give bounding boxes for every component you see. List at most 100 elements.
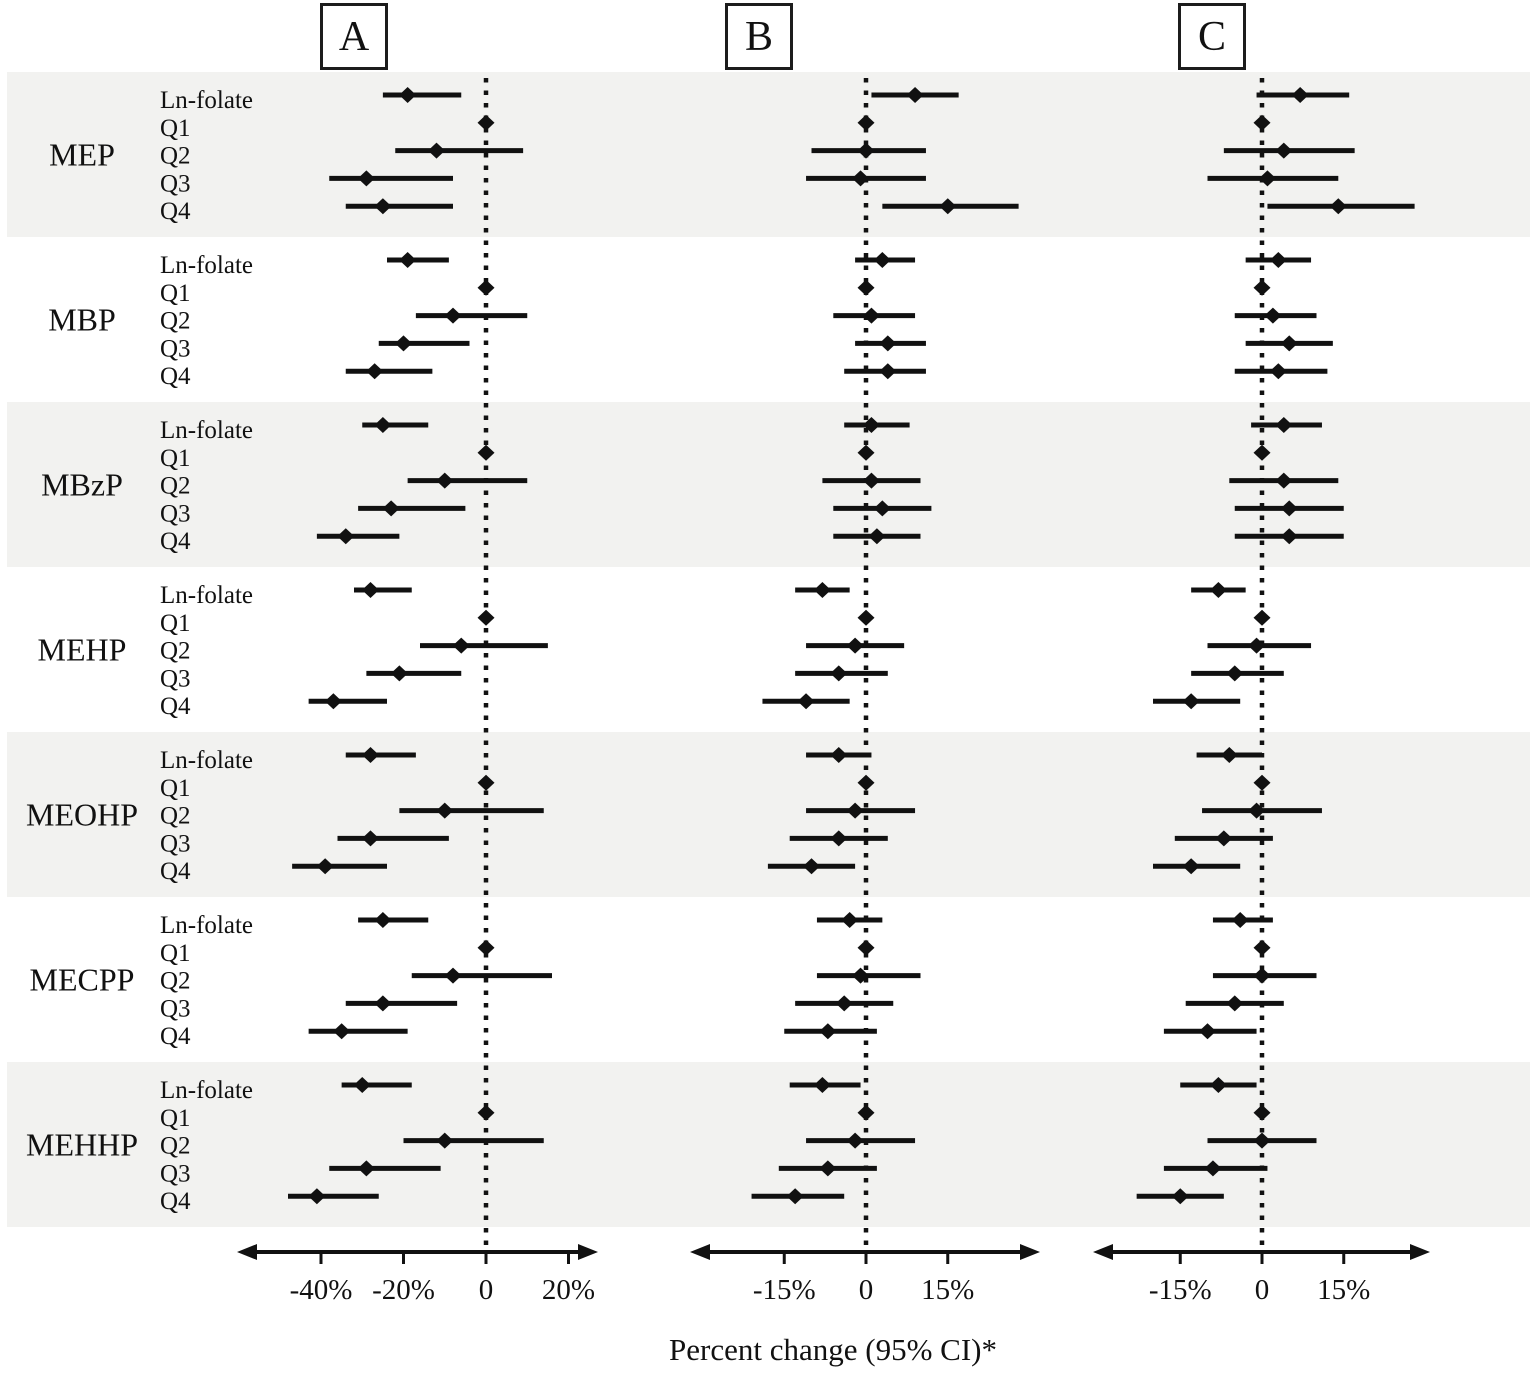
section-band-mep: [7, 72, 1530, 237]
point-marker: [374, 912, 392, 928]
row-label: Q2: [160, 308, 191, 335]
row-label: Q4: [160, 363, 191, 390]
point-marker: [444, 307, 462, 324]
point-marker: [362, 830, 379, 847]
axis-title: Percent change (95% CI)*: [669, 1332, 997, 1367]
point-marker: [362, 582, 379, 598]
point-marker: [1171, 1188, 1189, 1205]
point-marker: [879, 335, 897, 352]
point-marker: [444, 967, 462, 984]
panel-box-a: A: [320, 3, 388, 70]
point-marker: [830, 665, 848, 682]
point-marker: [1226, 995, 1244, 1012]
point-marker: [857, 774, 875, 791]
point-marker: [1253, 1132, 1271, 1149]
point-marker: [846, 802, 864, 819]
point-marker: [1280, 500, 1298, 517]
panel-box-b: B: [725, 3, 793, 70]
point-marker: [1253, 1104, 1271, 1121]
point-marker: [803, 858, 820, 875]
point-marker: [477, 444, 495, 461]
point-marker: [862, 417, 880, 433]
point-marker: [1248, 802, 1266, 819]
row-label: Q3: [160, 1160, 191, 1187]
point-marker: [399, 87, 417, 103]
row-label: Q1: [160, 445, 191, 472]
axis-arrow-left: [237, 1244, 257, 1260]
axis-tick-label: -20%: [372, 1274, 435, 1306]
row-label: Q1: [160, 775, 191, 802]
panel-box-c: C: [1178, 3, 1246, 70]
row-label: Ln-folate: [160, 912, 253, 939]
row-label: Q1: [160, 1105, 191, 1132]
point-marker: [852, 170, 870, 187]
point-marker: [1209, 1077, 1227, 1093]
row-label: Q4: [160, 528, 191, 555]
section-label-mehhp: MEHHP: [26, 1127, 138, 1163]
point-marker: [1215, 830, 1233, 847]
row-label: Q2: [160, 968, 191, 995]
row-label: Ln-folate: [160, 1077, 253, 1104]
point-marker: [1253, 114, 1271, 131]
point-marker: [786, 1188, 804, 1205]
point-marker: [813, 582, 831, 598]
axis-tick-label: -15%: [1149, 1274, 1212, 1306]
point-marker: [428, 142, 445, 159]
axis-tick-label: 0: [859, 1274, 874, 1306]
point-marker: [1209, 582, 1227, 598]
point-marker: [477, 609, 495, 626]
row-label: Q3: [160, 500, 191, 527]
point-marker: [797, 693, 815, 710]
point-marker: [857, 609, 875, 626]
axis-tick-label: -15%: [753, 1274, 816, 1306]
row-label: Q3: [160, 335, 191, 362]
point-marker: [830, 830, 848, 847]
point-marker: [1199, 1023, 1216, 1040]
point-marker: [857, 1104, 875, 1121]
point-marker: [1182, 858, 1200, 875]
point-marker: [1269, 252, 1287, 268]
axis-tick-label: 0: [1255, 1274, 1270, 1306]
row-label: Q4: [160, 1188, 191, 1215]
row-label: Q3: [160, 665, 191, 692]
row-label: Ln-folate: [160, 582, 253, 609]
row-label: Q4: [160, 858, 191, 885]
point-marker: [857, 142, 875, 159]
point-marker: [1329, 198, 1347, 215]
point-marker: [477, 279, 495, 296]
point-marker: [862, 472, 880, 489]
point-marker: [1269, 363, 1287, 380]
point-marker: [390, 665, 408, 682]
axis-arrow-right: [578, 1244, 598, 1260]
point-marker: [857, 279, 875, 296]
point-marker: [1220, 747, 1238, 763]
point-marker: [362, 747, 379, 763]
point-marker: [374, 198, 392, 215]
section-band-mehhp: [7, 1062, 1530, 1227]
point-marker: [873, 252, 891, 268]
point-marker: [477, 939, 495, 956]
point-marker: [857, 444, 875, 461]
row-label: Ln-folate: [160, 87, 253, 114]
row-label: Ln-folate: [160, 747, 253, 774]
axis-tick-label: 20%: [542, 1274, 595, 1306]
row-label: Q2: [160, 143, 191, 170]
point-marker: [477, 1104, 495, 1121]
point-marker: [846, 637, 864, 654]
point-marker: [436, 1132, 454, 1149]
row-label: Ln-folate: [160, 252, 253, 279]
point-marker: [819, 1160, 837, 1177]
point-marker: [857, 114, 875, 131]
point-marker: [1275, 417, 1293, 433]
axis-arrow-right: [1020, 1244, 1040, 1260]
point-marker: [835, 995, 853, 1012]
point-marker: [906, 87, 924, 103]
point-marker: [1264, 307, 1282, 324]
point-marker: [1280, 528, 1298, 545]
point-marker: [308, 1188, 326, 1205]
row-label: Q2: [160, 473, 191, 500]
point-marker: [862, 307, 880, 324]
point-marker: [841, 912, 859, 928]
point-marker: [1280, 335, 1298, 352]
section-label-mehp: MEHP: [38, 632, 127, 668]
